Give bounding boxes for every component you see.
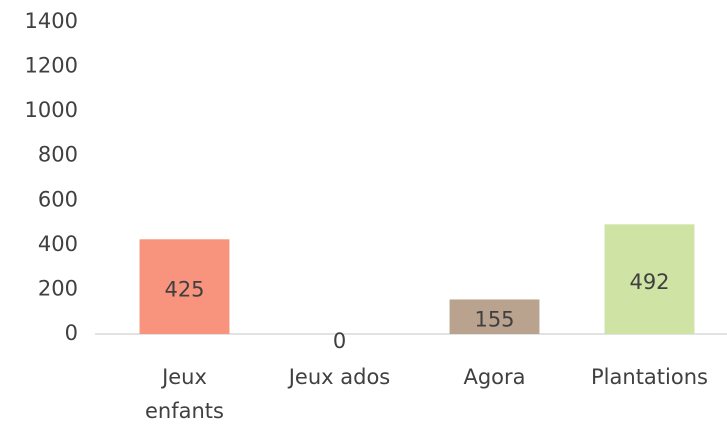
y-tick-label: 400 bbox=[38, 232, 78, 256]
data-label: 492 bbox=[629, 270, 669, 294]
bar bbox=[604, 224, 695, 334]
x-tick-label: Agora bbox=[463, 365, 525, 389]
y-tick-label: 800 bbox=[38, 143, 78, 167]
y-tick-label: 600 bbox=[38, 187, 78, 211]
bar bbox=[449, 299, 540, 334]
x-tick-label: Plantations bbox=[591, 365, 708, 389]
y-tick-label: 200 bbox=[38, 276, 78, 300]
y-tick-label: 1200 bbox=[25, 54, 78, 78]
data-label: 0 bbox=[333, 329, 346, 353]
y-tick-label: 1000 bbox=[25, 98, 78, 122]
x-tick-label: Jeux ados bbox=[287, 365, 391, 389]
data-label: 425 bbox=[164, 278, 204, 302]
y-tick-label: 1400 bbox=[25, 9, 78, 33]
x-tick-label: Jeux enfants bbox=[145, 365, 224, 423]
y-tick-label: 0 bbox=[65, 321, 78, 345]
bar bbox=[139, 239, 230, 334]
data-label: 155 bbox=[474, 308, 514, 332]
